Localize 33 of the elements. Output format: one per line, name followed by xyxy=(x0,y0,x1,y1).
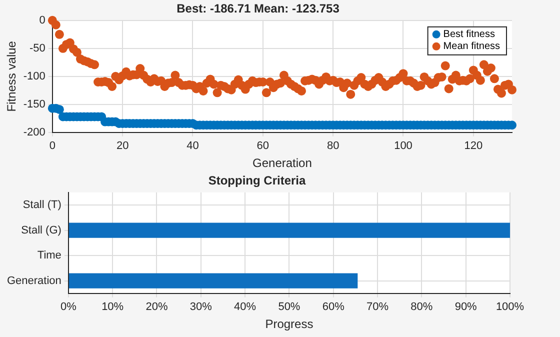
x-axis-title: Generation xyxy=(252,156,312,170)
y-tick-label: Stall (T) xyxy=(22,199,62,212)
x-tick-label: 80% xyxy=(410,301,433,314)
x-tick-label: 20 xyxy=(116,140,129,152)
x-tick-label: 60% xyxy=(322,301,345,314)
x-tick-label: 50% xyxy=(278,301,300,314)
legend-label: Best fitness xyxy=(443,29,496,40)
chart-title: Stopping Criteria xyxy=(208,174,306,188)
y-tick-label: 0 xyxy=(39,14,46,26)
y-tick-label: -100 xyxy=(23,70,46,82)
y-tick-label: Time xyxy=(37,250,62,262)
y-tick-label: -200 xyxy=(23,126,46,138)
y-tick-label: Stall (G) xyxy=(21,224,62,236)
x-tick-label: 60 xyxy=(256,140,270,152)
x-tick-label: 90% xyxy=(454,301,478,314)
x-tick-label: 30% xyxy=(190,301,212,314)
x-tick-label: 40% xyxy=(234,301,256,314)
y-axis-title: Fitness value xyxy=(4,40,19,112)
x-tick-label: 40 xyxy=(186,140,199,152)
x-tick-label: 10% xyxy=(102,301,124,314)
x-tick-label: 80 xyxy=(326,140,340,152)
y-tick-label: -150 xyxy=(23,98,46,110)
x-axis-title: Progress xyxy=(265,317,314,332)
x-tick-label: 70% xyxy=(366,301,389,314)
legend-label: Mean fitness xyxy=(443,41,500,52)
y-tick-label: -50 xyxy=(30,42,46,54)
x-tick-label: 0% xyxy=(60,301,77,314)
chart-title: Best: -186.71 Mean: -123.753 xyxy=(176,2,340,16)
x-tick-label: 100 xyxy=(394,140,412,152)
x-tick-label: 120 xyxy=(464,140,483,152)
x-tick-label: 100% xyxy=(496,301,524,314)
y-tick-label: Generation xyxy=(6,274,62,287)
x-tick-label: 20% xyxy=(146,301,168,314)
